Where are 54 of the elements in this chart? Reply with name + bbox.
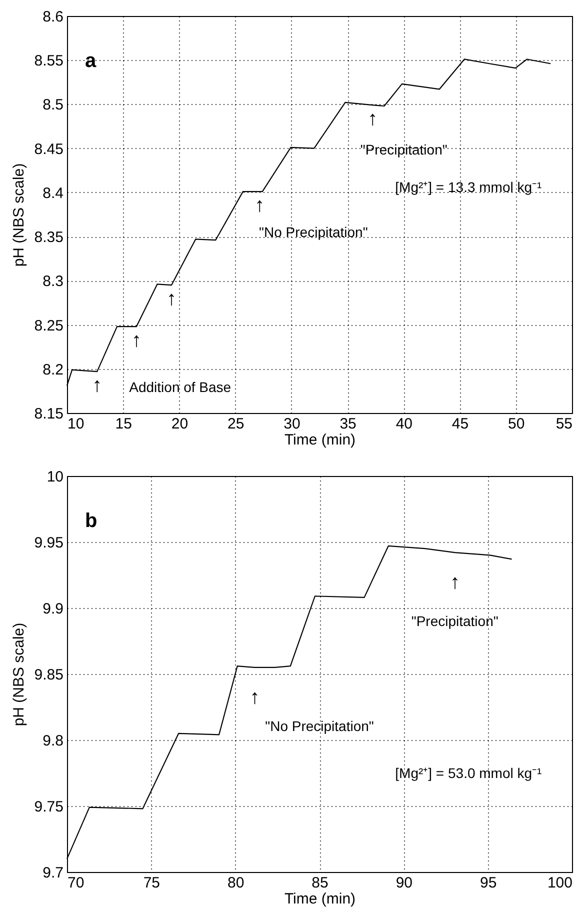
y-tick-label: 9.9 [42,600,64,618]
y-tick-label: 9.7 [42,864,64,882]
x-tick-label: 45 [452,416,469,432]
x-tick-label: 100 [547,874,572,892]
x-tick-label: 75 [143,874,160,892]
x-tick-label: 55 [556,416,572,432]
annotation: ↑ [450,572,460,594]
annotation: [Mg²⁺] = 53.0 mmol kg⁻¹ [395,765,542,782]
y-tick-label: 8.3 [42,273,64,290]
text: a [85,50,97,72]
y-tick-label: 9.8 [42,732,64,750]
y-tick-label: 8.2 [42,361,64,378]
annotation: "No Precipitation" [265,718,374,734]
annotation: ↑ [250,686,260,708]
y-tick-label: 10 [46,468,64,486]
x-tick-label: 35 [340,416,356,432]
y-tick-label: 8.4 [42,184,64,202]
x-tick-label: 15 [115,416,132,432]
x-tick-label: 85 [312,874,328,892]
y-tick-label: 8.15 [34,406,64,422]
annotation: "Precipitation" [360,142,448,158]
x-tick-label: 30 [284,416,300,432]
x-tick-label: 20 [171,416,188,432]
x-tick-label: 80 [227,874,244,892]
y-tick-label: 8.5 [42,96,64,114]
annotation: "No Precipitation" [259,224,368,240]
y-tick-label: 8.25 [34,317,64,334]
y-tick-label: 8.45 [34,140,64,158]
text: b [85,510,98,532]
x-tick-label: 40 [396,416,413,432]
x-tick-label: 90 [396,874,413,892]
annotation: [Mg²⁺] = 13.3 mmol kg⁻¹ [395,178,542,195]
annotation: ↑ [254,194,265,217]
x-axis-title: Time (min) [284,432,356,448]
annotation: ↑ [131,330,142,352]
y-tick-label: 8.55 [34,52,64,70]
y-tick-label: 9.85 [34,666,64,684]
annotation: "Precipitation" [411,613,498,630]
y-tick-label: 9.75 [34,798,64,816]
x-tick-label: 25 [227,416,244,432]
annotation: ↑ [166,288,176,310]
x-tick-label: 10 [68,416,84,432]
y-axis-title: pH (NBS scale) [10,622,28,726]
y-tick-label: 8.6 [42,8,64,26]
y-axis-title: pH (NBS scale) [10,163,28,267]
annotation: Addition of Base [129,378,232,395]
y-tick-label: 9.95 [34,534,64,552]
x-axis-title: Time (min) [284,890,356,908]
x-tick-label: 70 [68,874,84,892]
annotation: ↑ [92,374,102,397]
x-tick-label: 95 [480,874,497,892]
y-tick-label: 8.35 [34,229,64,246]
annotation: ↑ [368,108,378,130]
x-tick-label: 50 [508,416,525,432]
